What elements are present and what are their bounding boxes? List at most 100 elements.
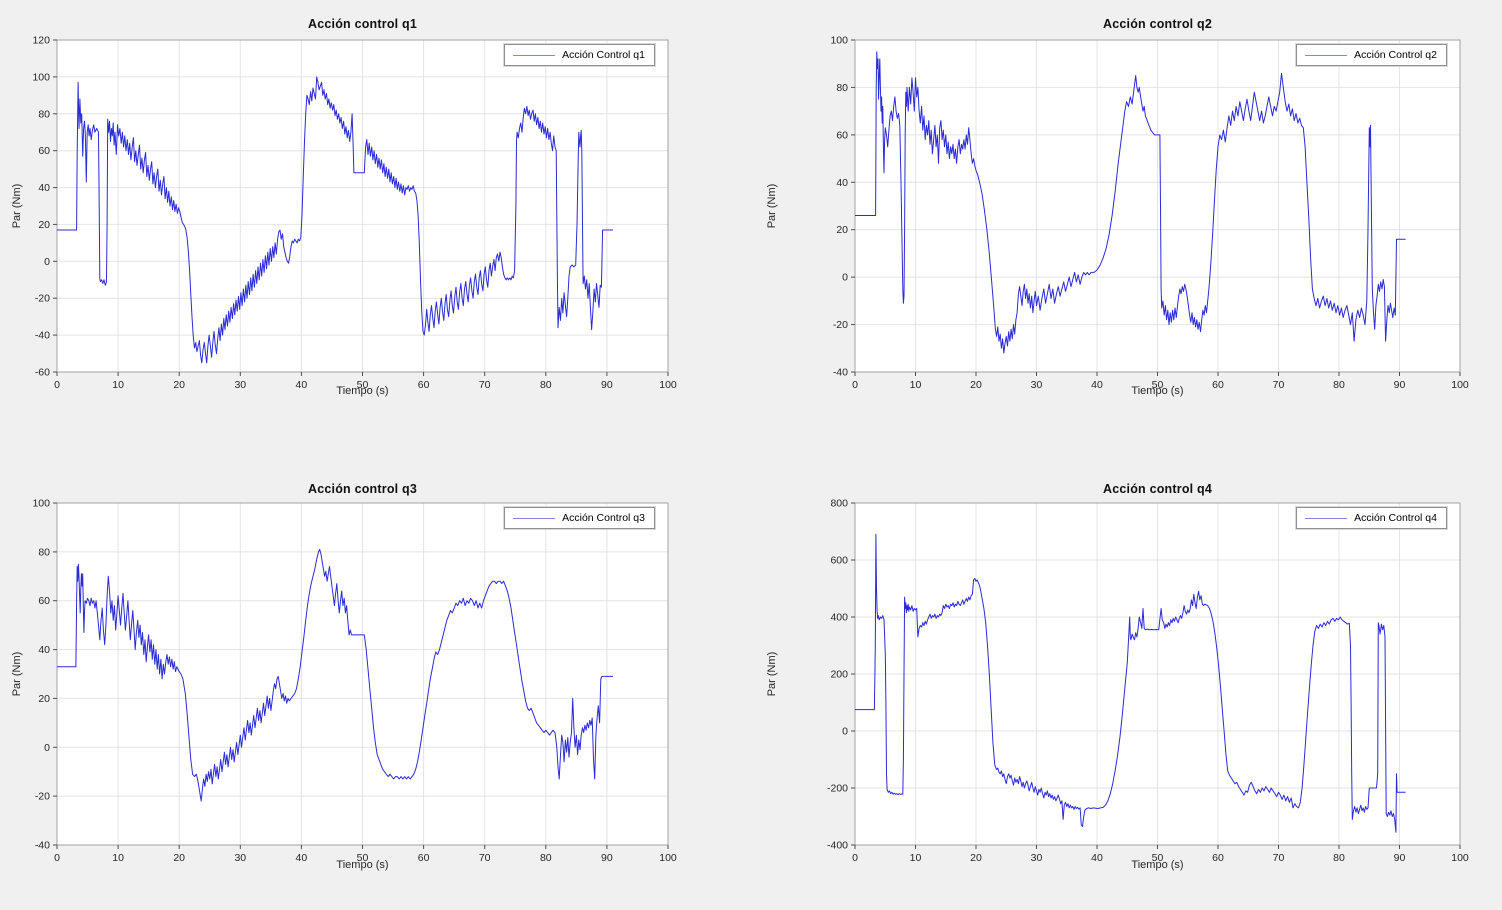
svg-text:20: 20	[970, 852, 982, 864]
plot-canvas-q4: 0 10 20 30 40 50 60 70 80 90 100 -400 -200 0 200 400 600…	[827, 498, 1469, 865]
svg-text:80: 80	[540, 852, 552, 864]
svg-text:20: 20	[836, 224, 848, 236]
svg-text:0: 0	[852, 379, 858, 391]
svg-text:50: 50	[357, 852, 369, 864]
legend-line-sample-icon	[1305, 54, 1348, 56]
svg-text:40: 40	[1091, 379, 1103, 391]
svg-text:50: 50	[1152, 379, 1164, 391]
svg-text:20: 20	[970, 379, 982, 391]
svg-text:0: 0	[44, 256, 50, 268]
svg-text:90: 90	[1394, 852, 1406, 864]
plot-canvas-q3: 0 10 20 30 40 50 60 70 80 90 100 -40 -20 0 20 40 60 80 100	[32, 498, 677, 865]
subplot-q4: 0 10 20 30 40 50 60 70 80 90 100 -400 -200 0 200 400 600…	[751, 455, 1502, 910]
svg-text:100: 100	[1451, 379, 1469, 391]
legend-label: Acción Control q3	[562, 512, 645, 524]
svg-text:20: 20	[173, 852, 185, 864]
y-axis-label: Par (Nm)	[766, 183, 778, 229]
svg-text:-40: -40	[833, 367, 848, 379]
svg-text:40: 40	[296, 379, 308, 391]
svg-text:-20: -20	[35, 791, 50, 803]
svg-text:0: 0	[54, 379, 60, 391]
svg-text:50: 50	[1152, 852, 1164, 864]
svg-text:800: 800	[830, 498, 848, 510]
svg-text:80: 80	[1333, 852, 1345, 864]
svg-text:-40: -40	[35, 330, 50, 342]
svg-text:20: 20	[38, 219, 50, 231]
svg-text:10: 10	[112, 852, 124, 864]
svg-text:30: 30	[234, 852, 246, 864]
svg-text:60: 60	[418, 852, 430, 864]
svg-text:40: 40	[1091, 852, 1103, 864]
subplot-q3: 0 10 20 30 40 50 60 70 80 90 100 -40 -20 0 20 40 60 80 100…	[0, 455, 751, 910]
svg-text:90: 90	[601, 852, 613, 864]
svg-text:60: 60	[836, 129, 848, 141]
legend-line-sample-icon	[513, 517, 556, 519]
svg-text:100: 100	[1451, 852, 1469, 864]
svg-text:-200: -200	[827, 783, 848, 795]
svg-text:80: 80	[38, 546, 50, 558]
svg-text:100: 100	[659, 379, 677, 391]
y-axis-label: Par (Nm)	[766, 651, 778, 697]
x-axis-label: Tiempo (s)	[1131, 859, 1184, 871]
y-axis-label: Par (Nm)	[11, 651, 23, 697]
svg-text:30: 30	[234, 379, 246, 391]
svg-text:40: 40	[836, 177, 848, 189]
svg-text:80: 80	[1333, 379, 1345, 391]
svg-text:0: 0	[842, 272, 848, 284]
svg-text:20: 20	[38, 693, 50, 705]
svg-text:40: 40	[296, 852, 308, 864]
svg-text:-60: -60	[35, 367, 50, 379]
svg-text:60: 60	[38, 145, 50, 157]
x-axis-label: Tiempo (s)	[336, 385, 389, 397]
chart-title: Acción control q3	[308, 482, 417, 496]
svg-text:0: 0	[842, 726, 848, 738]
svg-text:200: 200	[830, 669, 848, 681]
legend: Acción Control q2	[1295, 43, 1448, 67]
y-axis-label: Par (Nm)	[11, 183, 23, 229]
legend: Acción Control q3	[503, 506, 656, 530]
svg-text:60: 60	[1212, 852, 1224, 864]
svg-text:-20: -20	[833, 319, 848, 331]
svg-text:400: 400	[830, 612, 848, 624]
legend: Acción Control q1	[503, 43, 656, 67]
legend-label: Acción Control q2	[1354, 49, 1437, 61]
chart-title: Acción control q4	[1103, 482, 1212, 496]
svg-text:-20: -20	[35, 293, 50, 305]
svg-text:70: 70	[1273, 852, 1285, 864]
svg-text:40: 40	[38, 182, 50, 194]
svg-text:90: 90	[1394, 379, 1406, 391]
svg-text:120: 120	[32, 35, 50, 47]
chart-title: Acción control q1	[308, 17, 417, 31]
legend-label: Acción Control q4	[1354, 512, 1437, 524]
svg-text:0: 0	[54, 852, 60, 864]
svg-text:10: 10	[112, 379, 124, 391]
svg-text:50: 50	[357, 379, 369, 391]
svg-text:30: 30	[1031, 852, 1043, 864]
subplot-q2: 0 10 20 30 40 50 60 70 80 90 100 -40 -20 0 20 40 60 80 100…	[751, 0, 1502, 455]
svg-text:70: 70	[479, 379, 491, 391]
svg-text:100: 100	[830, 35, 848, 47]
svg-text:80: 80	[540, 379, 552, 391]
subplot-q1: 0 10 20 30 40 50 60 70 80 90 100 -60 -40 -20 0 20 40 60 80…	[0, 0, 751, 455]
svg-text:100: 100	[659, 852, 677, 864]
chart-title: Acción control q2	[1103, 17, 1212, 31]
legend-line-sample-icon	[513, 54, 556, 56]
svg-text:60: 60	[1212, 379, 1224, 391]
svg-text:0: 0	[44, 742, 50, 754]
svg-text:20: 20	[173, 379, 185, 391]
svg-text:80: 80	[38, 108, 50, 120]
legend-line-sample-icon	[1305, 517, 1348, 519]
svg-text:90: 90	[601, 379, 613, 391]
svg-text:60: 60	[418, 379, 430, 391]
svg-text:-40: -40	[35, 840, 50, 852]
legend-label: Acción Control q1	[562, 49, 645, 61]
svg-text:80: 80	[836, 82, 848, 94]
svg-text:70: 70	[479, 852, 491, 864]
svg-text:10: 10	[910, 852, 922, 864]
svg-text:40: 40	[38, 644, 50, 656]
svg-text:70: 70	[1273, 379, 1285, 391]
svg-text:-400: -400	[827, 840, 848, 852]
svg-text:100: 100	[32, 71, 50, 83]
plot-canvas-q2: 0 10 20 30 40 50 60 70 80 90 100 -40 -20 0 20 40 60 80 100	[830, 35, 1469, 392]
